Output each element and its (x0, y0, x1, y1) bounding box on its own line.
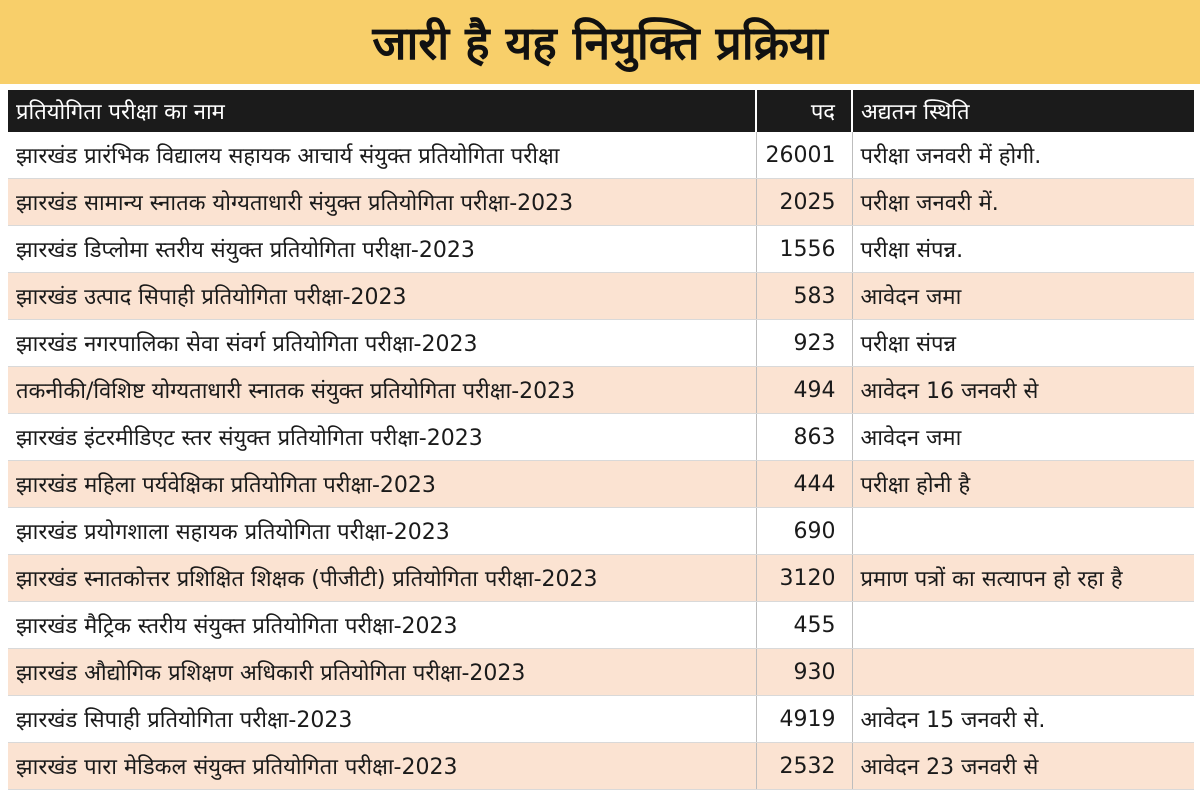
table-row: झारखंड प्रयोगशाला सहायक प्रतियोगिता परीक… (8, 507, 1194, 555)
cell-status: परीक्षा संपन्न. (852, 225, 1194, 273)
cell-exam-name: झारखंड मैट्रिक स्तरीय संयुक्त प्रतियोगित… (8, 601, 757, 649)
table-row: झारखंड पारा मेडिकल संयुक्त प्रतियोगिता प… (8, 742, 1194, 790)
table-row: तकनीकी/विशिष्ट योग्यताधारी स्नातक संयुक्… (8, 366, 1194, 414)
header-status: अद्यतन स्थिति (852, 90, 1194, 132)
cell-status: प्रमाण पत्रों का सत्यापन हो रहा है (852, 554, 1194, 602)
cell-exam-name: झारखंड इंटरमीडिएट स्तर संयुक्त प्रतियोगि… (8, 413, 757, 461)
title-banner: जारी है यह नियुक्ति प्रक्रिया (0, 0, 1200, 88)
cell-exam-name: झारखंड उत्पाद सिपाही प्रतियोगिता परीक्षा… (8, 272, 757, 320)
cell-exam-name: झारखंड प्रारंभिक विद्यालय सहायक आचार्य स… (8, 132, 757, 179)
table-row: झारखंड औद्योगिक प्रशिक्षण अधिकारी प्रतिय… (8, 648, 1194, 696)
cell-posts: 1556 (756, 225, 853, 273)
cell-status: परीक्षा जनवरी में होगी. (852, 132, 1194, 179)
cell-exam-name: झारखंड सामान्य स्नातक योग्यताधारी संयुक्… (8, 178, 757, 226)
header-exam-name: प्रतियोगिता परीक्षा का नाम (8, 90, 757, 132)
table-row: झारखंड उत्पाद सिपाही प्रतियोगिता परीक्षा… (8, 272, 1194, 320)
cell-posts: 690 (756, 507, 853, 555)
table-body: झारखंड प्रारंभिक विद्यालय सहायक आचार्य स… (8, 132, 1194, 790)
page-title: जारी है यह नियुक्ति प्रक्रिया (372, 16, 828, 70)
cell-posts: 2025 (756, 178, 853, 226)
cell-exam-name: झारखंड स्नातकोत्तर प्रशिक्षित शिक्षक (पी… (8, 554, 757, 602)
cell-status: परीक्षा होनी है (852, 460, 1194, 508)
header-row: प्रतियोगिता परीक्षा का नाम पद अद्यतन स्थ… (8, 90, 1194, 132)
cell-exam-name: झारखंड डिप्लोमा स्तरीय संयुक्त प्रतियोगि… (8, 225, 757, 273)
cell-status: परीक्षा जनवरी में. (852, 178, 1194, 226)
cell-posts: 2532 (756, 742, 853, 790)
cell-status: आवेदन जमा (852, 413, 1194, 461)
cell-status: आवेदन 16 जनवरी से (852, 366, 1194, 414)
cell-status: आवेदन जमा (852, 272, 1194, 320)
cell-exam-name: झारखंड सिपाही प्रतियोगिता परीक्षा-2023 (8, 695, 757, 743)
cell-posts: 583 (756, 272, 853, 320)
cell-posts: 863 (756, 413, 853, 461)
cell-exam-name: झारखंड महिला पर्यवेक्षिका प्रतियोगिता पर… (8, 460, 757, 508)
cell-status (852, 507, 1194, 555)
table-row: झारखंड मैट्रिक स्तरीय संयुक्त प्रतियोगित… (8, 601, 1194, 649)
recruitment-table: प्रतियोगिता परीक्षा का नाम पद अद्यतन स्थ… (8, 90, 1194, 790)
cell-posts: 3120 (756, 554, 853, 602)
cell-posts: 930 (756, 648, 853, 696)
header-posts: पद (756, 90, 853, 132)
cell-posts: 26001 (756, 132, 853, 179)
cell-exam-name: झारखंड प्रयोगशाला सहायक प्रतियोगिता परीक… (8, 507, 757, 555)
cell-exam-name: तकनीकी/विशिष्ट योग्यताधारी स्नातक संयुक्… (8, 366, 757, 414)
table-row: झारखंड सामान्य स्नातक योग्यताधारी संयुक्… (8, 178, 1194, 226)
cell-posts: 923 (756, 319, 853, 367)
cell-exam-name: झारखंड औद्योगिक प्रशिक्षण अधिकारी प्रतिय… (8, 648, 757, 696)
cell-posts: 455 (756, 601, 853, 649)
table-row: झारखंड इंटरमीडिएट स्तर संयुक्त प्रतियोगि… (8, 413, 1194, 461)
table-row: झारखंड प्रारंभिक विद्यालय सहायक आचार्य स… (8, 132, 1194, 179)
table-row: झारखंड सिपाही प्रतियोगिता परीक्षा-2023 49… (8, 695, 1194, 743)
cell-posts: 494 (756, 366, 853, 414)
table-row: झारखंड नगरपालिका सेवा संवर्ग प्रतियोगिता… (8, 319, 1194, 367)
table-header: प्रतियोगिता परीक्षा का नाम पद अद्यतन स्थ… (8, 90, 1194, 132)
cell-exam-name: झारखंड पारा मेडिकल संयुक्त प्रतियोगिता प… (8, 742, 757, 790)
cell-posts: 444 (756, 460, 853, 508)
cell-status: आवेदन 23 जनवरी से (852, 742, 1194, 790)
table-row: झारखंड महिला पर्यवेक्षिका प्रतियोगिता पर… (8, 460, 1194, 508)
table-row: झारखंड स्नातकोत्तर प्रशिक्षित शिक्षक (पी… (8, 554, 1194, 602)
recruitment-table-container: प्रतियोगिता परीक्षा का नाम पद अद्यतन स्थ… (8, 90, 1194, 790)
cell-exam-name: झारखंड नगरपालिका सेवा संवर्ग प्रतियोगिता… (8, 319, 757, 367)
cell-posts: 4919 (756, 695, 853, 743)
cell-status (852, 648, 1194, 696)
cell-status (852, 601, 1194, 649)
cell-status: परीक्षा संपन्न (852, 319, 1194, 367)
table-row: झारखंड डिप्लोमा स्तरीय संयुक्त प्रतियोगि… (8, 225, 1194, 273)
cell-status: आवेदन 15 जनवरी से. (852, 695, 1194, 743)
